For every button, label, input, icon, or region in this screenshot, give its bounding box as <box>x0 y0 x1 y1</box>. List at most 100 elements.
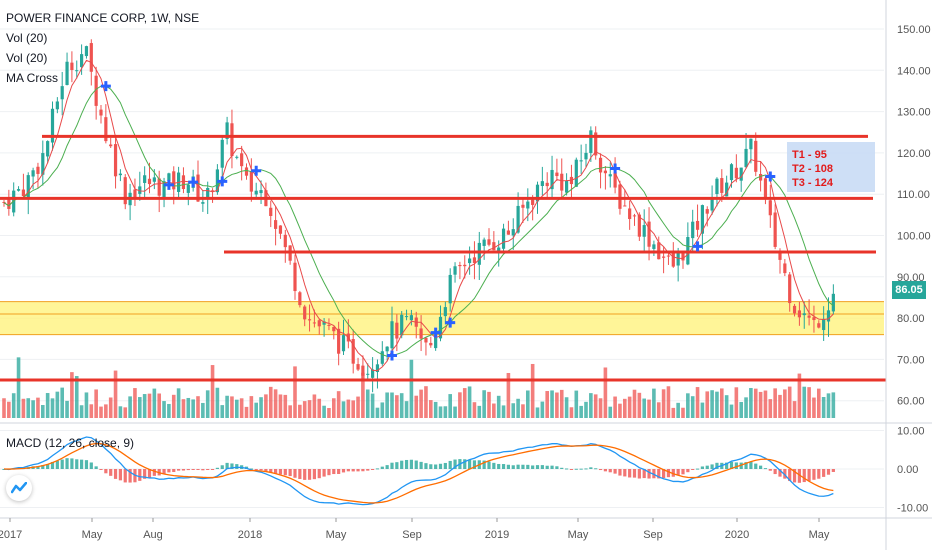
horizontal-levels <box>0 134 886 382</box>
volume-bar <box>390 392 394 418</box>
candle-body <box>822 318 826 331</box>
volume-bar <box>201 402 205 418</box>
volume-bar <box>516 398 520 418</box>
macd-histogram-bar <box>225 462 229 469</box>
candle-body <box>55 101 59 110</box>
macd-histogram-bar <box>414 460 418 469</box>
macd-histogram-bar <box>395 462 399 469</box>
volume-bar <box>666 386 671 418</box>
candle-body <box>628 208 632 220</box>
volume-bar <box>332 398 336 418</box>
volume-bar <box>230 396 234 418</box>
macd-histogram-bar <box>400 460 404 469</box>
candle-body <box>303 306 307 320</box>
tradingview-logo-button[interactable] <box>6 475 32 501</box>
candle-body <box>584 152 588 160</box>
volume-bar <box>555 392 559 418</box>
macd-histogram-bar <box>215 467 219 469</box>
macd-histogram-bar <box>167 469 171 473</box>
volume-bar <box>783 389 787 418</box>
legend-volume-1[interactable]: Vol (20) <box>6 31 48 45</box>
legend-macd[interactable]: MACD (12, 26, close, 9) <box>6 436 135 450</box>
macd-histogram-bar <box>109 469 113 476</box>
candle-body <box>240 153 244 167</box>
candle-body <box>492 242 496 251</box>
volume-bar <box>462 388 467 418</box>
candle-body <box>671 253 675 267</box>
macd-histogram-bar <box>419 461 423 469</box>
candle-body <box>157 178 161 196</box>
volume-bar <box>113 370 118 418</box>
candle-body <box>826 310 831 322</box>
volume-bar <box>268 386 273 418</box>
volume-bar <box>361 372 365 418</box>
candle-body <box>487 239 491 245</box>
candle-body <box>133 189 137 198</box>
volume-bar <box>186 397 191 418</box>
volume-bar <box>147 393 152 418</box>
macd-histogram-bar <box>681 469 685 475</box>
time-tick-label: Sep <box>643 529 663 541</box>
macd-histogram-bar <box>337 469 341 474</box>
candle-body <box>7 199 11 209</box>
macd-histogram-bar <box>453 459 457 469</box>
macd-histogram-bar <box>792 469 797 483</box>
ma-cross-marker <box>100 81 111 92</box>
candle-body <box>477 242 481 265</box>
volume-bar <box>550 390 554 418</box>
candle-body <box>647 221 651 247</box>
volume-bar <box>254 402 258 418</box>
legend-volume-2[interactable]: Vol (20) <box>6 51 48 65</box>
macd-histogram-bar <box>123 469 127 483</box>
legend-ma-cross[interactable]: MA Cross <box>6 71 59 85</box>
ma-cross-marker <box>251 165 262 176</box>
candle-body <box>50 108 55 143</box>
volume-bar <box>792 401 797 418</box>
volume-bar <box>79 405 84 418</box>
candle-body <box>501 228 506 249</box>
macd-histogram-bar <box>831 469 835 472</box>
volume-bar <box>720 388 724 418</box>
candle-body <box>322 321 326 325</box>
macd-pane <box>2 436 835 506</box>
candle-body <box>94 75 98 106</box>
candle-body <box>332 326 336 332</box>
volume-bar <box>768 399 773 418</box>
macd-histogram-bar <box>288 469 292 477</box>
macd-histogram-bar <box>807 469 811 482</box>
volume-bar <box>637 392 642 418</box>
candle-body <box>104 117 108 142</box>
macd-histogram-bar <box>438 463 443 469</box>
volume-bar <box>753 388 758 418</box>
candle-body <box>768 200 772 216</box>
candle-body <box>278 225 283 234</box>
candle-body <box>312 322 316 324</box>
macd-histogram-bar <box>783 469 787 479</box>
macd-histogram-bar <box>264 469 268 472</box>
volume-bar <box>579 405 583 418</box>
candle-body <box>788 274 792 304</box>
candle-body <box>371 369 375 378</box>
macd-histogram-bar <box>666 469 671 478</box>
candle-body <box>453 266 457 275</box>
candle-body <box>390 321 394 349</box>
volume-bar <box>21 398 26 418</box>
candle-body <box>448 274 452 304</box>
candle-body <box>589 130 593 153</box>
macd-histogram-bar <box>143 469 147 479</box>
candle-body <box>230 123 234 157</box>
volume-bar <box>283 394 288 418</box>
candle-body <box>337 328 341 354</box>
volume-bar <box>244 406 249 418</box>
volume-bar <box>831 392 836 418</box>
macd-tick-label: 10.00 <box>897 426 925 438</box>
candle-body <box>46 141 50 157</box>
time-tick-label: May <box>326 529 347 541</box>
macd-histogram-bar <box>162 469 166 475</box>
candle-body <box>739 167 743 181</box>
volume-bar <box>443 406 448 418</box>
candle-body <box>99 109 103 116</box>
macd-histogram-bar <box>817 469 821 479</box>
ma-cross-marker <box>163 179 174 190</box>
